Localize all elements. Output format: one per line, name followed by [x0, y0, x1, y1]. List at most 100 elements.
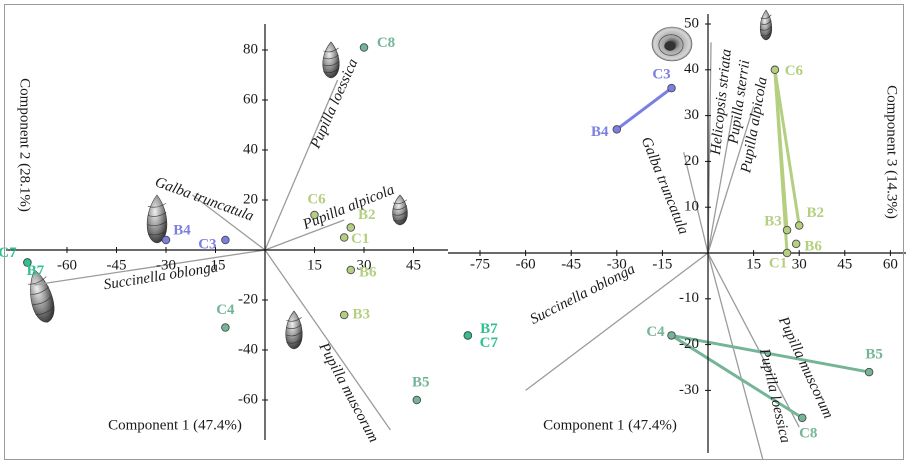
shell-image-left-1-suture-1 — [323, 47, 339, 53]
right-y-tick-label-3: 20 — [684, 153, 699, 169]
right-point-b2 — [794, 221, 804, 230]
shell-image-left-2-suture-3 — [147, 221, 167, 227]
left-point-label-b5: B5 — [412, 374, 430, 390]
left-point-c1 — [339, 233, 349, 242]
left-point-c3 — [221, 235, 230, 245]
right-x-tick-label-3: -30 — [607, 256, 627, 272]
shell-image-left-3-suture-4 — [393, 216, 408, 222]
right-vector-pupilla-alpicola — [707, 106, 755, 254]
right-point-c6 — [770, 65, 780, 75]
right-point-c3 — [667, 83, 676, 93]
shell-image-left-1-suture-4 — [323, 68, 339, 74]
shell-image-left-2-suture-2 — [147, 212, 167, 217]
shell-image-left-4-suture-1 — [286, 317, 302, 322]
shell-image-left-3 — [392, 194, 408, 226]
right-link-c4-c8 — [670, 334, 804, 420]
shell-image-right-2-suture-3 — [760, 26, 772, 31]
left-y-tick-label-0: 80 — [243, 41, 258, 57]
right-point-c1 — [782, 248, 792, 258]
right-link-b4-c3 — [615, 86, 673, 131]
left-point-c8 — [359, 43, 369, 52]
right-vector-pupilla-loessica — [707, 252, 764, 460]
right-vector-pupilla-sterrii — [707, 115, 733, 254]
left-point-label-c3: C3 — [198, 236, 216, 252]
left-point-label-b2: B2 — [358, 207, 376, 223]
left-vector-pupilla-loessica — [264, 79, 339, 251]
left-point-b7 — [23, 258, 32, 267]
shell-image-left-3-suture-3 — [393, 211, 408, 216]
left-point-label-c6: C6 — [307, 191, 326, 207]
right-point-c8 — [797, 413, 807, 423]
shell-image-left-1-suture-2 — [323, 54, 339, 60]
right-x-tick-label-4: -15 — [652, 256, 672, 272]
left-point-label-c7: C7 — [0, 245, 17, 261]
left-point-label-b6: B6 — [359, 264, 377, 280]
left-vector-label-pupilla-muscorum: Pupilla muscorum — [315, 339, 382, 445]
shell-image-left-2-suture-4 — [147, 230, 167, 236]
shell-image-left-4-suture-2 — [286, 324, 302, 329]
left-vector-label-galba-truncatula: Galba truncatula — [153, 174, 256, 225]
loading-vectors — [33, 42, 800, 460]
right-point-label-b7: B7 — [480, 321, 498, 337]
right-vector-label-galba-truncatula: Galba truncatula — [638, 135, 692, 237]
left-point-c4 — [221, 323, 230, 332]
right-point-label-b3: B3 — [764, 214, 782, 230]
right-x-tick-label-8: 60 — [883, 256, 898, 272]
left-point-b6 — [346, 265, 356, 275]
shell-image-left-5-suture-4 — [35, 306, 55, 315]
right-point-c7 — [463, 331, 473, 340]
shell-image-right-1-center — [664, 41, 676, 51]
shell-image-right-2 — [759, 9, 773, 41]
right-point-label-c7: C7 — [480, 335, 499, 351]
right-point-b5 — [864, 367, 874, 377]
right-y-tick-label-6: -20 — [679, 336, 699, 352]
shell-image-left-5 — [27, 269, 55, 323]
right-point-b6 — [791, 239, 801, 249]
right-x-tick-label-5: 15 — [746, 256, 761, 272]
left-y-tick-label-5: -40 — [238, 341, 258, 357]
left-x-tick-label-2: -30 — [156, 257, 176, 273]
right-point-c4 — [667, 331, 676, 340]
sample-links — [615, 69, 870, 420]
shell-image-left-2 — [146, 194, 168, 244]
axes — [6, 14, 906, 453]
shell-image-left-2-suture-1 — [147, 202, 167, 208]
right-y-tick-label-0: 50 — [684, 15, 699, 31]
shell-image-left-5-suture-3 — [32, 296, 52, 305]
right-y-tick-label-5: -10 — [679, 290, 699, 306]
right-y-tick-label-4: 10 — [684, 199, 699, 215]
right-point-label-c8: C8 — [799, 425, 817, 441]
left-x-tick-label-1: -45 — [107, 257, 127, 273]
right-link-c4-b5 — [671, 333, 870, 374]
left-point-b2 — [346, 223, 356, 232]
left-point-label-b4: B4 — [173, 222, 191, 238]
right-x-tick-label-6: 30 — [792, 256, 807, 272]
shell-image-right-1 — [651, 26, 693, 62]
right-point-label-c1: C1 — [769, 255, 787, 271]
sample-points — [23, 43, 874, 423]
left-vector-galba-truncatula — [192, 194, 266, 251]
right-y-axis-title: Component 3 (14.3%) — [884, 85, 900, 219]
right-vector-galba-truncatula — [683, 152, 709, 254]
shell-image-left-3-suture-1 — [393, 199, 408, 205]
right-point-label-c3: C3 — [652, 67, 670, 83]
left-vector-succinella-oblonga — [33, 249, 266, 286]
shell-image-left-2-body — [146, 194, 168, 244]
shell-image-left-3-body — [392, 194, 408, 226]
right-point-label-b4: B4 — [591, 124, 609, 140]
right-link-c6-c1 — [773, 69, 789, 254]
right-x-tick-label-2: -45 — [561, 256, 581, 272]
right-point-label-b2: B2 — [806, 205, 824, 221]
shell-image-left-4-suture-4 — [286, 338, 302, 344]
right-vector-pupilla-muscorum — [707, 252, 800, 428]
left-y-tick-label-4: -20 — [238, 291, 258, 307]
shell-image-right-2-body — [759, 9, 773, 41]
right-y-tick-label-1: 40 — [684, 61, 699, 77]
left-y-tick-label-6: -60 — [238, 391, 258, 407]
shell-image-left-1-body — [322, 41, 340, 79]
right-y-tick-label-2: 30 — [684, 107, 699, 123]
left-point-label-b7: B7 — [27, 263, 45, 279]
right-y-tick-label-7: -30 — [679, 382, 699, 398]
